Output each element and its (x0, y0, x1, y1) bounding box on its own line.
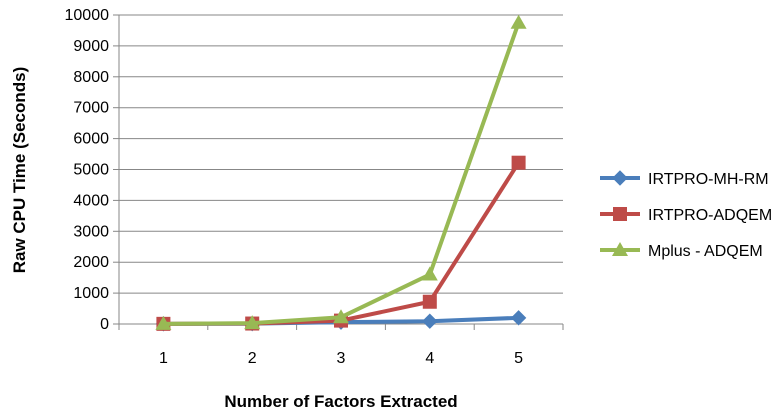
data-point (511, 155, 526, 170)
y-tick-label: 6000 (73, 131, 109, 148)
legend-label: IRTPRO-ADQEM (648, 207, 772, 224)
data-point (333, 309, 349, 324)
legend-entry: Mplus - ADQEM (600, 242, 763, 260)
legend-marker (612, 170, 628, 186)
data-point (244, 315, 261, 330)
legend-label: IRTPRO-MH-RM (648, 171, 769, 188)
series-line (161, 160, 521, 326)
legend-marker (613, 207, 627, 221)
y-tick-label: 4000 (73, 192, 109, 209)
data-point (510, 14, 527, 29)
legend-entry: IRTPRO-ADQEM (600, 207, 772, 224)
y-tick-label: 9000 (73, 38, 109, 55)
series-line (161, 20, 521, 326)
data-point (421, 266, 438, 281)
series-2 (155, 14, 527, 330)
series-1 (156, 155, 526, 331)
y-tick-label: 10000 (65, 7, 110, 24)
y-axis-title: Raw CPU Time (Seconds) (10, 67, 29, 274)
y-tick-label: 0 (100, 316, 109, 333)
x-axis-title: Number of Factors Extracted (224, 392, 457, 411)
data-point (422, 294, 437, 309)
x-tick-label: 1 (159, 350, 168, 367)
data-point (510, 310, 527, 326)
y-tick-label: 7000 (73, 100, 109, 117)
legend-label: Mplus - ADQEM (648, 243, 763, 260)
y-tick-label: 1000 (73, 285, 109, 302)
y-tick-label: 2000 (73, 254, 109, 271)
x-tick-label: 3 (337, 350, 346, 367)
data-point (422, 313, 438, 329)
x-tick-label: 5 (514, 350, 523, 367)
x-tick-label: 4 (425, 350, 434, 367)
data-point (155, 315, 172, 330)
legend-entry: IRTPRO-MH-RM (600, 170, 769, 188)
y-tick-label: 8000 (73, 69, 109, 86)
y-tick-label: 5000 (73, 162, 109, 179)
y-tick-label: 3000 (73, 223, 109, 240)
x-tick-label: 2 (248, 350, 257, 367)
legend-marker (612, 242, 628, 256)
